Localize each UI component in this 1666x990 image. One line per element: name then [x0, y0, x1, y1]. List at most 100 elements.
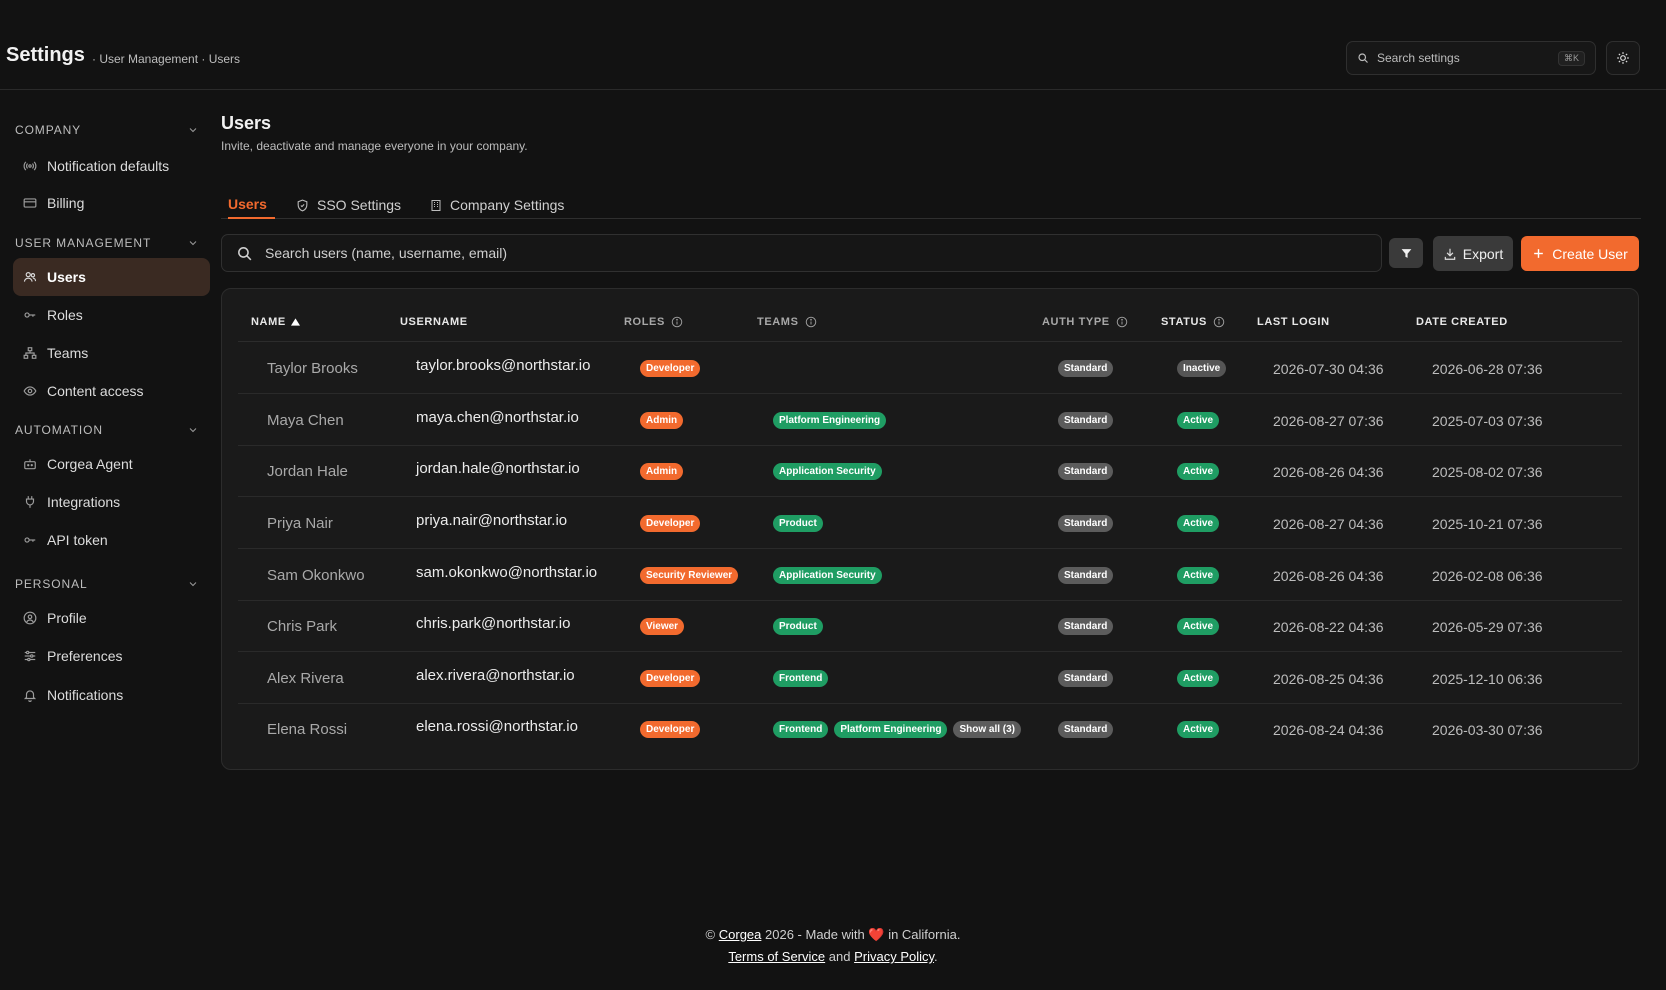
sidebar-section-company[interactable]: COMPANY	[15, 120, 199, 140]
teams-cell: Application Security	[773, 446, 888, 497]
sidebar-section-user-management[interactable]: USER MANAGEMENT	[15, 233, 199, 253]
date-created: 2026-03-30 07:36	[1432, 721, 1543, 738]
tab-label: Company Settings	[450, 197, 565, 213]
tab-company-settings[interactable]: Company Settings	[430, 191, 564, 219]
user-search-input[interactable]: Search users (name, username, email)	[221, 234, 1382, 272]
role-badge: Developer	[640, 670, 701, 687]
last-login: 2026-08-26 04:36	[1273, 567, 1384, 584]
table-row[interactable]: Maya Chen maya.chen@northstar.io Admin P…	[238, 395, 1622, 446]
sidebar-item-users[interactable]: Users	[13, 258, 210, 296]
sidebar-section-personal[interactable]: PERSONAL	[15, 574, 199, 594]
footer-line-2: Terms of Service and Privacy Policy.	[0, 946, 1666, 968]
last-login: 2026-08-24 04:36	[1273, 721, 1384, 738]
column-header-last-login[interactable]: LAST LOGIN	[1257, 302, 1330, 342]
table-row[interactable]: Taylor Brooks taylor.brooks@northstar.io…	[238, 343, 1622, 394]
column-header-auth-type[interactable]: AUTH TYPE	[1042, 302, 1128, 342]
table-row[interactable]: Jordan Hale jordan.hale@northstar.io Adm…	[238, 446, 1622, 497]
settings-search-input[interactable]: Search settings ⌘K	[1346, 41, 1596, 75]
sidebar-item-label: Notification defaults	[47, 158, 170, 174]
column-label: ROLES	[624, 316, 665, 328]
section-title: Users	[221, 113, 272, 133]
privacy-policy-link[interactable]: Privacy Policy	[854, 949, 935, 964]
column-label: AUTH TYPE	[1042, 316, 1110, 328]
date-created: 2025-08-02 07:36	[1432, 463, 1543, 480]
auth-type-cell: Standard	[1058, 343, 1119, 394]
key-icon	[23, 308, 37, 322]
user-username: elena.rossi@northstar.io	[416, 718, 578, 735]
table-row[interactable]: Alex Rivera alex.rivera@northstar.io Dev…	[238, 653, 1622, 704]
last-login: 2026-08-27 04:36	[1273, 515, 1384, 532]
terms-of-service-link[interactable]: Terms of Service	[728, 949, 826, 964]
user-username: alex.rivera@northstar.io	[416, 667, 575, 684]
column-header-teams[interactable]: TEAMS	[757, 302, 817, 342]
roles-cell: Admin	[640, 395, 689, 446]
sidebar-item-notification-defaults[interactable]: Notification defaults	[13, 147, 210, 185]
sidebar-item-preferences[interactable]: Preferences	[13, 637, 210, 675]
column-header-name[interactable]: NAME	[251, 302, 300, 342]
sidebar-item-label: Notifications	[47, 687, 124, 703]
auth-type-badge: Standard	[1058, 721, 1114, 738]
status-badge: Inactive	[1177, 360, 1227, 377]
sidebar-section-automation[interactable]: AUTOMATION	[15, 420, 199, 440]
sidebar-item-corgea-agent[interactable]: Corgea Agent	[13, 445, 210, 483]
sidebar-item-content-access[interactable]: Content access	[13, 372, 210, 410]
sidebar-item-notifications[interactable]: Notifications	[13, 676, 210, 714]
column-header-username[interactable]: USERNAME	[400, 302, 468, 342]
sidebar-item-billing[interactable]: Billing	[13, 184, 210, 222]
show-all-teams-button[interactable]: Show all (3)	[953, 721, 1022, 738]
tab-sso-settings[interactable]: SSO Settings	[296, 191, 401, 219]
broadcast-icon	[23, 159, 37, 173]
filter-icon	[1400, 247, 1413, 260]
status-badge: Active	[1177, 721, 1220, 738]
roles-cell: Developer	[640, 498, 706, 549]
sidebar-item-integrations[interactable]: Integrations	[13, 483, 210, 521]
section-subtitle: Invite, deactivate and manage everyone i…	[221, 139, 528, 153]
table-row[interactable]: Elena Rossi elena.rossi@northstar.io Dev…	[238, 704, 1622, 755]
info-icon[interactable]	[805, 316, 817, 328]
team-badge: Frontend	[773, 721, 829, 738]
info-icon[interactable]	[1116, 316, 1128, 328]
user-name: Elena Rossi	[267, 721, 348, 738]
info-icon[interactable]	[671, 316, 683, 328]
auth-type-badge: Standard	[1058, 618, 1114, 635]
sidebar-item-label: Roles	[47, 307, 83, 323]
user-name: Chris Park	[267, 618, 338, 635]
tab-users[interactable]: Users	[228, 191, 275, 219]
sliders-icon	[23, 649, 37, 663]
sort-ascending-icon	[290, 318, 300, 326]
search-icon	[236, 245, 253, 262]
user-username: maya.chen@northstar.io	[416, 409, 579, 426]
corgea-link[interactable]: Corgea	[718, 927, 762, 942]
column-header-date-created[interactable]: DATE CREATED	[1416, 302, 1508, 342]
download-icon	[1443, 247, 1457, 261]
status-cell: Active	[1177, 704, 1225, 755]
user-name: Priya Nair	[267, 515, 333, 532]
info-icon[interactable]	[1213, 316, 1225, 328]
roles-cell: Viewer	[640, 601, 690, 652]
team-badge: Frontend	[773, 670, 829, 687]
chevron-down-icon	[187, 124, 199, 136]
theme-toggle-button[interactable]	[1606, 41, 1640, 75]
sidebar-item-roles[interactable]: Roles	[13, 296, 210, 334]
status-cell: Active	[1177, 498, 1225, 549]
table-row[interactable]: Priya Nair priya.nair@northstar.io Devel…	[238, 498, 1622, 549]
sidebar-item-label: Billing	[47, 195, 85, 211]
sidebar-item-label: Content access	[47, 383, 144, 399]
filter-button[interactable]	[1389, 238, 1423, 268]
sidebar-item-profile[interactable]: Profile	[13, 599, 210, 637]
create-user-button[interactable]: Create User	[1521, 236, 1639, 271]
sidebar-item-teams[interactable]: Teams	[13, 334, 210, 372]
eye-icon	[23, 384, 37, 398]
sidebar-item-api-token[interactable]: API token	[13, 521, 210, 559]
table-row[interactable]: Sam Okonkwo sam.okonkwo@northstar.io Sec…	[238, 550, 1622, 601]
date-created: 2025-12-10 06:36	[1432, 670, 1543, 687]
date-created: 2026-02-08 06:36	[1432, 567, 1543, 584]
teams-cell: Frontend	[773, 653, 834, 704]
column-header-status[interactable]: STATUS	[1161, 302, 1225, 342]
export-button[interactable]: Export	[1433, 236, 1513, 271]
building-icon	[430, 199, 442, 212]
sidebar-item-label: Integrations	[47, 494, 121, 510]
status-cell: Active	[1177, 395, 1225, 446]
column-header-roles[interactable]: ROLES	[624, 302, 683, 342]
table-row[interactable]: Chris Park chris.park@northstar.io Viewe…	[238, 601, 1622, 652]
